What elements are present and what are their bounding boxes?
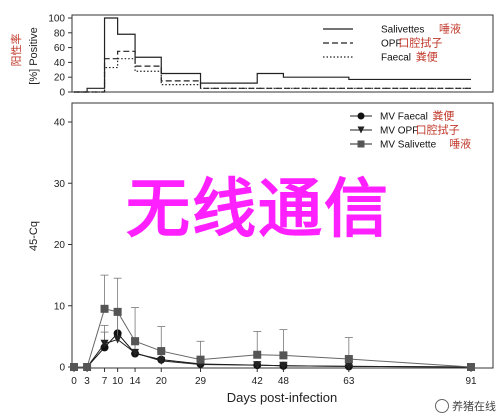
top-series-opf: [74, 50, 471, 93]
bottom-legend-annotation: 粪便: [432, 109, 454, 123]
bottom-legend-marker: [357, 126, 365, 134]
data-point: [131, 337, 140, 346]
top-legend-annotation: 唾液: [439, 22, 461, 36]
data-point: [131, 348, 140, 357]
top-ylabel: [%] Positive: [28, 27, 40, 84]
bottom-legend-marker: [357, 140, 365, 148]
bottom-legend-marker: [357, 112, 365, 120]
data-point: [344, 355, 353, 364]
bottom-xtick-label: 42: [252, 376, 264, 387]
top-plot-frame: [71, 14, 494, 93]
data-point: [83, 363, 92, 371]
bottom-legend-annotation: 口腔拭子: [416, 123, 460, 137]
data-point: [279, 351, 288, 360]
data-point: [157, 347, 166, 356]
top-ylabel-annotation: 阳性率: [9, 34, 23, 67]
top-ytick-label: 0: [59, 88, 65, 99]
bottom-ytick-label: 30: [54, 179, 66, 190]
bottom-legend-label: MV Salivette: [380, 140, 437, 151]
wechat-icon: [435, 399, 449, 413]
bottom-xtick-label: 14: [130, 376, 142, 387]
watermark-label: 养猪在线: [452, 400, 496, 413]
bottom-series-mv-faecal: [70, 308, 475, 371]
data-point: [344, 362, 353, 371]
top-legend-label: OPF: [381, 39, 402, 50]
bottom-ytick-label: 20: [54, 240, 66, 251]
top-series-faecal: [74, 58, 471, 93]
bottom-legend-label: MV Faecal: [380, 112, 428, 123]
bottom-xtick-label: 91: [465, 376, 477, 387]
data-point: [467, 363, 475, 371]
bottom-ytick-label: 40: [54, 118, 66, 129]
overlay-text: 无线通信: [126, 173, 390, 247]
bottom-xtick-label: 3: [84, 376, 90, 387]
bottom-legend-label: MV OPF: [380, 126, 418, 137]
top-ytick-label: 60: [54, 43, 66, 54]
top-legend-label: Faecal: [381, 53, 411, 64]
bottom-legend-annotation: 唾液: [449, 137, 471, 151]
bottom-xtick-label: 0: [71, 376, 77, 387]
top-ytick-label: 20: [54, 73, 66, 84]
data-point: [113, 307, 122, 316]
bottom-xtick-label: 48: [278, 376, 290, 387]
bottom-series-mv-opf: [70, 314, 475, 371]
bottom-series-mv-salivette: [70, 274, 475, 371]
positivity-panel: 0 20 40 60 80 100 [%] Positive 阳性率 Salivettes…: [9, 14, 494, 99]
bottom-ytick-label: 10: [54, 301, 66, 312]
data-point: [100, 339, 109, 348]
data-point: [100, 304, 109, 313]
data-point: [70, 363, 78, 371]
top-legend-annotation: 口腔拭子: [398, 36, 442, 50]
bottom-ylabel: 45-Cq: [28, 221, 40, 251]
data-point: [279, 361, 288, 370]
top-legend-label: Salivettes: [381, 25, 424, 36]
bottom-xtick-label: 10: [112, 376, 124, 387]
data-point: [196, 355, 205, 364]
bottom-xtick-label: 7: [102, 376, 108, 387]
bottom-xtick-label: 29: [195, 376, 207, 387]
top-ytick-label: 80: [54, 28, 66, 39]
watermark: 养猪在线: [435, 398, 496, 414]
bottom-xtick-label: 20: [156, 376, 168, 387]
data-point: [253, 350, 262, 359]
bottom-xtick-label: 63: [343, 376, 355, 387]
top-ytick-label: 100: [48, 14, 65, 25]
data-point: [113, 335, 122, 344]
data-point: [157, 356, 166, 365]
bottom-xlabel: Days post-infection: [227, 390, 338, 405]
top-legend-annotation: 粪便: [416, 50, 438, 64]
bottom-ytick-label: 0: [59, 363, 65, 374]
top-ytick-label: 40: [54, 58, 66, 69]
data-point: [253, 361, 262, 370]
